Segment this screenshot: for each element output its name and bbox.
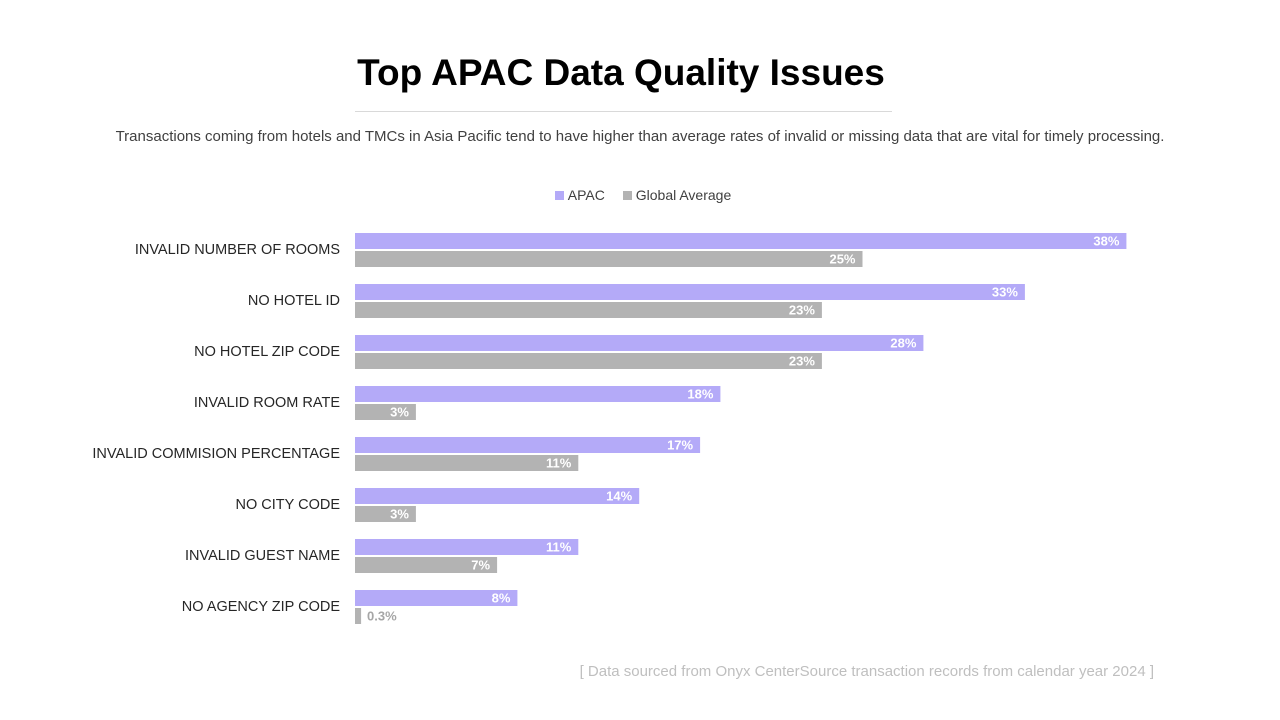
- bar-apac-no-hotel-zip-code: [355, 335, 924, 351]
- page-title: Top APAC Data Quality Issues: [357, 52, 885, 93]
- value-label-global-average-no-agency-zip-code: 0.3%: [367, 608, 397, 623]
- category-label-invalid-commision-percentage: INVALID COMMISION PERCENTAGE: [92, 446, 340, 462]
- source-note: [ Data sourced from Onyx CenterSource tr…: [579, 663, 1154, 680]
- bar-apac-invalid-room-rate: [355, 386, 721, 402]
- bar-apac-no-city-code: [355, 488, 640, 504]
- value-label-apac-invalid-room-rate: 18%: [687, 386, 713, 401]
- value-label-apac-no-hotel-id: 33%: [992, 284, 1018, 299]
- value-label-global-average-invalid-commision-percentage: 11%: [546, 455, 572, 470]
- category-label-invalid-number-of-rooms: INVALID NUMBER OF ROOMS: [135, 242, 340, 258]
- value-label-apac-no-agency-zip-code: 8%: [492, 590, 511, 605]
- value-label-global-average-invalid-room-rate: 3%: [390, 404, 409, 419]
- bar-apac-no-hotel-id: [355, 284, 1025, 300]
- legend-swatch-apac: [554, 191, 564, 200]
- bar-global-average-invalid-guest-name: [355, 557, 498, 573]
- legend-item-global-average: Global Average: [622, 187, 732, 203]
- category-label-invalid-room-rate: INVALID ROOM RATE: [194, 395, 340, 411]
- page-subtitle: Transactions coming from hotels and TMCs…: [115, 128, 1165, 145]
- value-label-global-average-no-hotel-zip-code: 23%: [789, 353, 815, 368]
- legend-label-global-average: Global Average: [635, 187, 732, 203]
- legend-swatch-global-average: [622, 191, 632, 200]
- legend-item-apac: APAC: [554, 187, 605, 203]
- bar-apac-no-agency-zip-code: [355, 590, 518, 606]
- category-label-no-hotel-zip-code: NO HOTEL ZIP CODE: [194, 344, 340, 360]
- value-label-apac-no-city-code: 14%: [606, 488, 632, 503]
- value-label-apac-invalid-commision-percentage: 17%: [667, 437, 693, 452]
- bar-apac-invalid-commision-percentage: [355, 437, 701, 453]
- bar-global-average-no-agency-zip-code: [355, 608, 362, 624]
- bar-global-average-no-hotel-zip-code: [355, 353, 822, 369]
- value-label-global-average-invalid-number-of-rooms: 25%: [829, 251, 855, 266]
- value-label-global-average-no-hotel-id: 23%: [789, 302, 815, 317]
- bar-global-average-invalid-number-of-rooms: [355, 251, 863, 267]
- value-label-global-average-no-city-code: 3%: [390, 506, 409, 521]
- bar-global-average-no-hotel-id: [355, 302, 822, 318]
- bar-apac-invalid-guest-name: [355, 539, 579, 555]
- legend-label-apac: APAC: [567, 187, 605, 203]
- category-label-no-city-code: NO CITY CODE: [236, 497, 341, 513]
- bar-global-average-no-city-code: [355, 506, 416, 522]
- value-label-apac-invalid-guest-name: 11%: [546, 539, 572, 554]
- value-label-apac-no-hotel-zip-code: 28%: [890, 335, 916, 350]
- bar-global-average-invalid-commision-percentage: [355, 455, 579, 471]
- chart-legend: APAC Global Average: [0, 187, 1280, 203]
- bar-global-average-invalid-room-rate: [355, 404, 416, 420]
- category-label-invalid-guest-name: INVALID GUEST NAME: [185, 548, 340, 564]
- category-label-no-agency-zip-code: NO AGENCY ZIP CODE: [182, 599, 341, 615]
- title-divider: [355, 111, 892, 112]
- value-label-global-average-invalid-guest-name: 7%: [471, 557, 490, 572]
- category-label-no-hotel-id: NO HOTEL ID: [248, 293, 340, 309]
- value-label-apac-invalid-number-of-rooms: 38%: [1093, 233, 1119, 248]
- bar-apac-invalid-number-of-rooms: [355, 233, 1127, 249]
